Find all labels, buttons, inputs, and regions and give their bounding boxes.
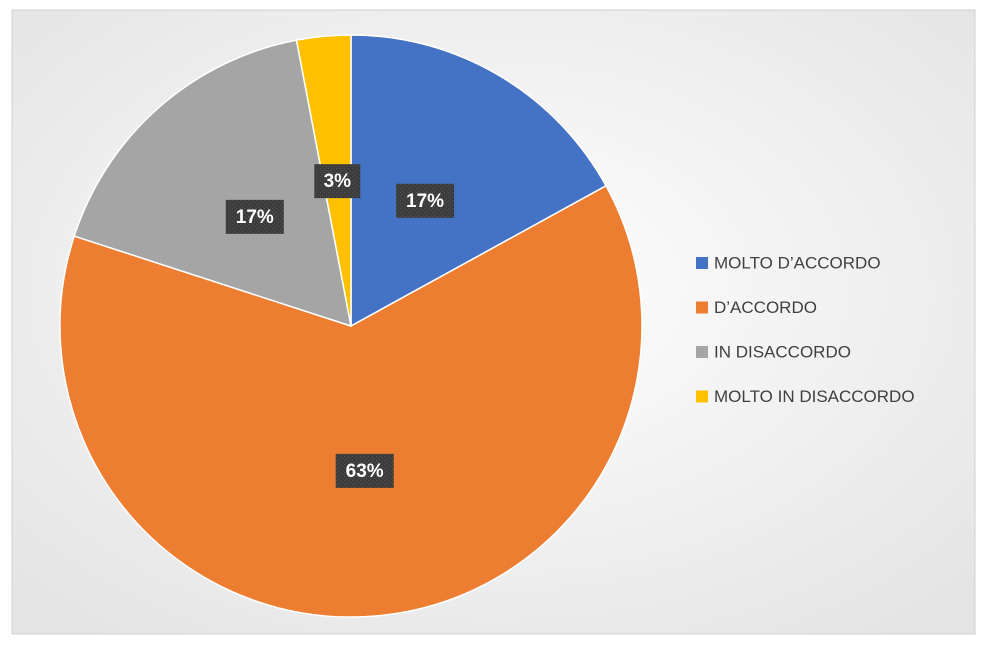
data-label-box — [396, 183, 455, 218]
legend-label: MOLTO D’ACCORDO — [714, 253, 881, 272]
pie-slice — [73, 39, 352, 328]
legend-swatch — [696, 346, 708, 358]
legend-label: IN DISACCORDO — [714, 342, 851, 361]
data-label-box — [225, 199, 284, 234]
data-label-box — [314, 164, 361, 199]
pie-slice — [59, 184, 643, 618]
data-label: 17% — [406, 191, 444, 212]
legend-swatch — [696, 257, 708, 269]
legend-swatch — [696, 390, 708, 403]
legend-label: MOLTO IN DISACCORDO — [714, 387, 915, 406]
pie-slice — [350, 34, 608, 328]
data-label: 63% — [346, 461, 384, 482]
data-label-box — [335, 453, 394, 488]
data-label: 17% — [236, 207, 274, 228]
legend-label: D’ACCORDO — [714, 298, 817, 317]
legend-swatch — [696, 301, 708, 314]
data-label: 3% — [324, 171, 352, 192]
